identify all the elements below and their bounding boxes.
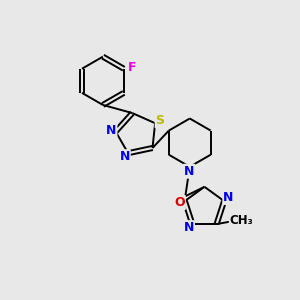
Text: N: N <box>119 150 130 163</box>
Text: CH₃: CH₃ <box>230 214 254 227</box>
Text: O: O <box>174 196 185 209</box>
Text: S: S <box>156 114 165 127</box>
Text: F: F <box>128 61 136 74</box>
Text: N: N <box>184 221 194 234</box>
Text: N: N <box>184 165 194 178</box>
Text: N: N <box>223 191 234 204</box>
Text: N: N <box>106 124 116 136</box>
